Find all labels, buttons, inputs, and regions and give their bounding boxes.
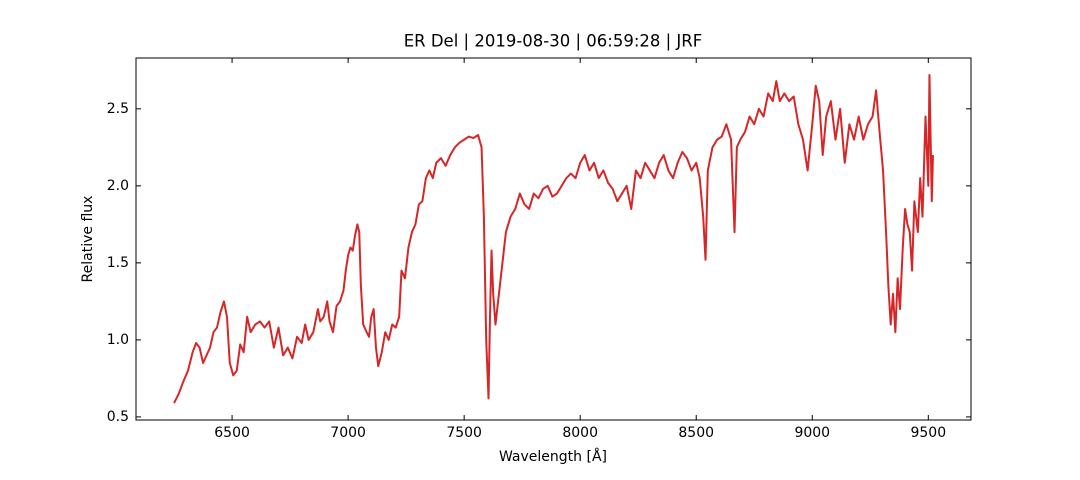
x-tick-label: 9000 (794, 425, 830, 441)
x-tick-label: 7000 (330, 425, 366, 441)
y-axis-label: Relative flux (80, 196, 96, 283)
x-tick-label: 8000 (562, 425, 598, 441)
y-tick-label: 1.5 (107, 255, 129, 271)
y-tick-label: 1.0 (107, 332, 129, 348)
y-tick-label: 0.5 (107, 409, 129, 425)
x-tick-label: 7500 (446, 425, 482, 441)
x-tick-label: 6500 (214, 425, 250, 441)
y-tick-label: 2.5 (107, 101, 129, 117)
y-tick-label: 2.0 (107, 178, 129, 194)
chart-title: ER Del | 2019-08-30 | 06:59:28 | JRF (404, 32, 703, 51)
spectrum-line (173, 73, 934, 404)
x-tick-label: 9500 (910, 425, 946, 441)
x-tick-label: 8500 (678, 425, 714, 441)
x-axis-label: Wavelength [Å] (499, 448, 607, 465)
plot-frame (135, 57, 972, 421)
